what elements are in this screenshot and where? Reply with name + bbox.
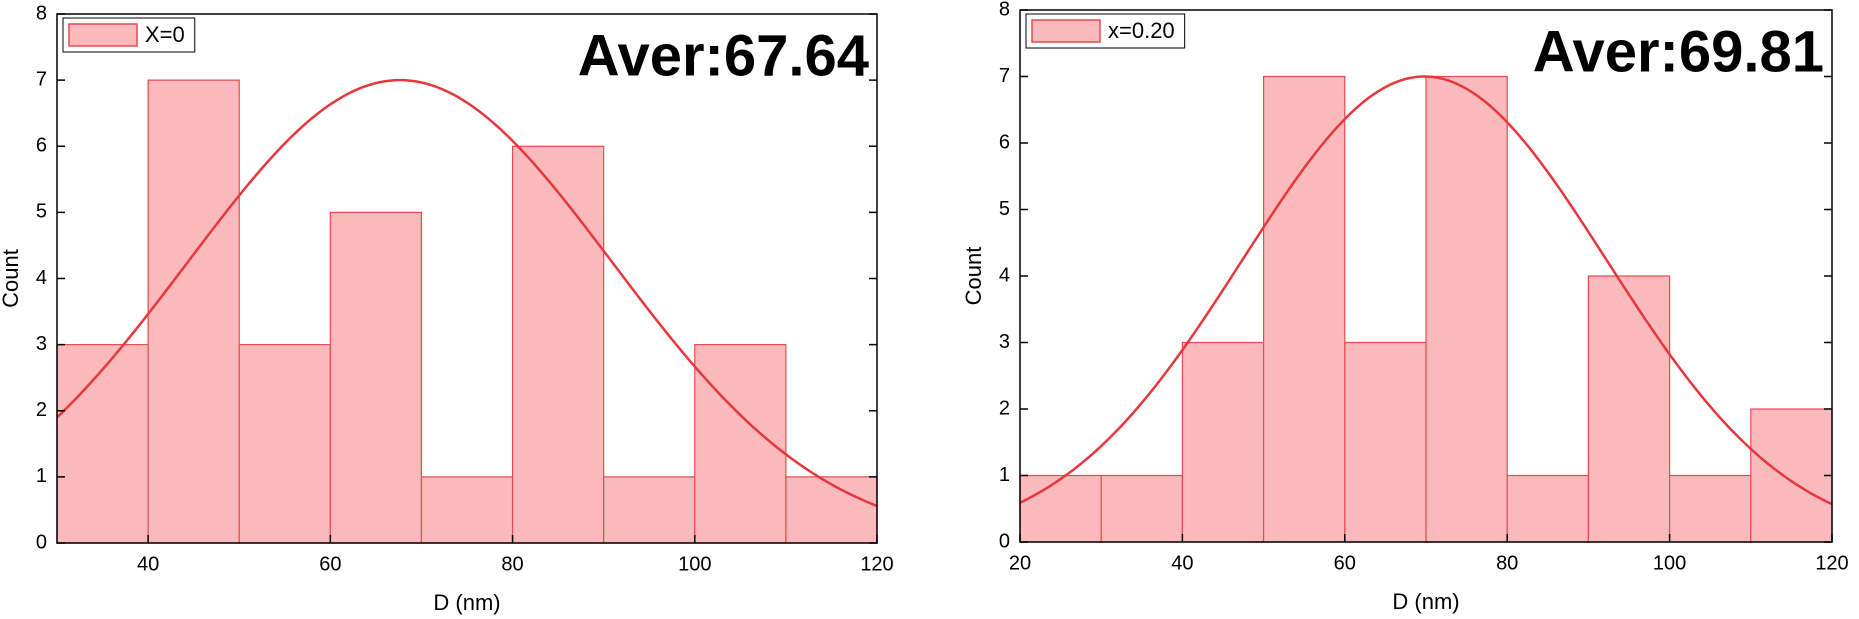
x-tick-label: 60: [1334, 552, 1356, 574]
bar: [1587, 275, 1671, 543]
bar: [1750, 408, 1833, 543]
x-tick-label: 100: [1653, 552, 1686, 574]
y-axis-label: Count: [961, 247, 986, 306]
y-tick-label: 2: [999, 397, 1010, 419]
x-tick-label: 80: [501, 553, 523, 575]
bar: [238, 344, 331, 544]
y-tick-label: 6: [36, 135, 47, 157]
bar: [1181, 341, 1265, 543]
bar: [56, 344, 149, 544]
bar: [1262, 75, 1346, 543]
x-tick-label: 120: [1815, 552, 1848, 574]
annotation: Aver:67.64: [578, 23, 869, 88]
y-tick-label: 8: [36, 2, 47, 24]
bar: [603, 476, 696, 544]
bar: [1425, 75, 1508, 543]
y-tick-label: 4: [36, 267, 47, 289]
bar: [1344, 341, 1427, 543]
y-tick-label: 3: [36, 333, 47, 355]
bar: [1506, 474, 1589, 543]
bar: [420, 476, 514, 544]
x-tick-label: 20: [1009, 552, 1031, 574]
x-axis-label: D (nm): [1392, 589, 1459, 614]
y-tick-label: 7: [36, 68, 47, 90]
x-tick-label: 100: [678, 553, 711, 575]
y-tick-label: 6: [999, 131, 1010, 153]
y-tick-label: 0: [999, 530, 1010, 552]
x-axis-label: D (nm): [433, 590, 500, 615]
y-tick-label: 4: [999, 264, 1010, 286]
y-tick-label: 7: [999, 65, 1010, 87]
y-tick-label: 3: [999, 331, 1010, 353]
bar: [1019, 474, 1102, 543]
bar: [785, 476, 878, 544]
y-tick-label: 0: [36, 531, 47, 553]
x-tick-label: 40: [137, 553, 159, 575]
x-tick-label: 120: [860, 553, 893, 575]
y-tick-label: 1: [999, 464, 1010, 486]
fit-curve: [56, 78, 878, 508]
bar: [329, 211, 423, 544]
bar: [1100, 474, 1183, 543]
legend-label: X=0: [145, 22, 185, 47]
y-tick-label: 2: [36, 399, 47, 421]
bar: [1668, 474, 1752, 543]
legend-swatch: [1031, 19, 1101, 43]
bar: [147, 79, 240, 544]
bar: [511, 145, 605, 544]
legend-label: x=0.20: [1108, 18, 1175, 43]
legend-swatch: [68, 23, 138, 47]
y-axis-label: Count: [0, 249, 23, 308]
x-tick-label: 40: [1171, 552, 1193, 574]
annotation: Aver:69.81: [1533, 19, 1824, 84]
x-tick-label: 80: [1496, 552, 1518, 574]
y-tick-label: 8: [999, 0, 1010, 20]
fit-curve: [1019, 75, 1833, 506]
y-tick-label: 1: [36, 465, 47, 487]
y-tick-label: 5: [36, 201, 47, 223]
x-tick-label: 60: [319, 553, 341, 575]
y-tick-label: 5: [999, 198, 1010, 220]
